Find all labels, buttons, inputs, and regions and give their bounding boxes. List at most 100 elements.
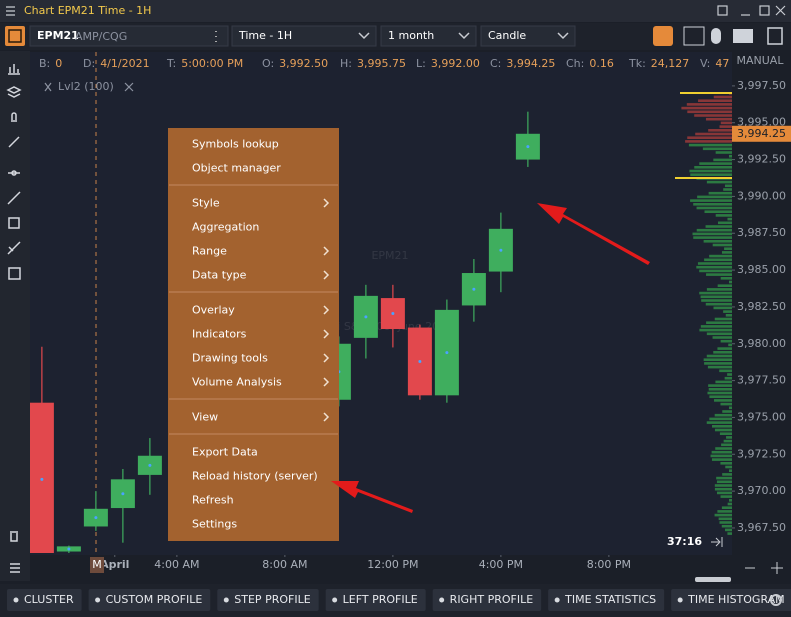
tab-button[interactable] bbox=[325, 589, 426, 611]
x-tick-label: 12:00 PM bbox=[367, 558, 418, 571]
submenu-arrow bbox=[323, 246, 330, 256]
candle-dot bbox=[391, 312, 395, 316]
tab-button[interactable] bbox=[88, 589, 211, 611]
y-tick-label: 3,982.50 bbox=[737, 300, 786, 313]
profile-bar bbox=[713, 306, 732, 310]
y-tick-label: 3,970.00 bbox=[737, 484, 786, 497]
submenu-arrow bbox=[323, 198, 330, 208]
profile-bar bbox=[729, 499, 732, 502]
profile-bar bbox=[720, 462, 732, 465]
profile-bar bbox=[699, 269, 732, 273]
tab-dot bbox=[677, 597, 683, 603]
scrollbar[interactable] bbox=[695, 577, 731, 582]
dropdown[interactable] bbox=[231, 25, 377, 47]
tab-dot bbox=[95, 597, 101, 603]
tab-dot bbox=[554, 597, 560, 603]
profile-bar bbox=[696, 228, 732, 232]
profile-bar bbox=[714, 484, 732, 487]
window-title: Chart EPM21 Time - 1H bbox=[24, 4, 151, 17]
profile-bar bbox=[703, 358, 732, 361]
profile-bar bbox=[706, 332, 732, 336]
profile-bar bbox=[700, 295, 732, 299]
profile-bar bbox=[717, 221, 732, 225]
profile-bar bbox=[714, 399, 732, 402]
profile-bar bbox=[720, 402, 732, 406]
volume-profile bbox=[681, 92, 732, 535]
profile-bar bbox=[714, 413, 732, 417]
dropdown[interactable] bbox=[380, 25, 477, 47]
tab-label: CUSTOM PROFILE bbox=[106, 593, 203, 606]
profile-bar bbox=[721, 251, 732, 254]
y-tick-label: 3,990.00 bbox=[737, 189, 786, 202]
candle-dot bbox=[418, 359, 422, 363]
menu-item[interactable]: Reload history (server) bbox=[192, 470, 318, 483]
menu-item[interactable]: Export Data bbox=[192, 446, 258, 459]
session-marker-box bbox=[90, 557, 104, 573]
profile-bar bbox=[715, 151, 732, 154]
profile-bar bbox=[704, 362, 732, 365]
profile-bar bbox=[720, 339, 732, 343]
menu-item[interactable]: Aggregation bbox=[192, 221, 259, 234]
profile-bar bbox=[719, 369, 732, 373]
tab-button[interactable] bbox=[7, 589, 82, 611]
axis-mode[interactable]: MANUAL bbox=[737, 54, 785, 67]
session-marker: M bbox=[92, 558, 102, 571]
menu-item[interactable]: Overlay bbox=[192, 304, 235, 317]
profile-bar bbox=[725, 314, 732, 317]
profile-bar bbox=[707, 391, 732, 395]
profile-bar bbox=[706, 321, 732, 324]
profile-bar bbox=[699, 291, 732, 295]
profile-bar bbox=[706, 354, 732, 358]
menu-item[interactable]: Indicators bbox=[192, 328, 247, 341]
profile-bar bbox=[712, 243, 732, 247]
menu-item[interactable]: View bbox=[192, 411, 218, 424]
menu-item[interactable]: Settings bbox=[192, 518, 237, 531]
menu-item[interactable]: Volume Analysis bbox=[192, 376, 282, 389]
last-price-box bbox=[732, 125, 791, 142]
title-icons bbox=[6, 5, 786, 16]
overlay-icons[interactable] bbox=[44, 82, 134, 92]
profile-bar bbox=[718, 517, 732, 521]
candle-dot bbox=[472, 287, 476, 291]
menu-item[interactable]: Drawing tools bbox=[192, 352, 268, 365]
profile-bar bbox=[707, 365, 732, 369]
scroll-end-icon[interactable] bbox=[711, 537, 723, 547]
panel-button[interactable] bbox=[5, 26, 25, 46]
tab-dot bbox=[13, 597, 19, 603]
profile-bar bbox=[706, 180, 732, 184]
menu-item[interactable]: Data type bbox=[192, 269, 247, 282]
tab-label: CLUSTER bbox=[24, 593, 74, 606]
profile-bar bbox=[722, 410, 732, 413]
menu-item[interactable]: Object manager bbox=[192, 162, 281, 175]
profile-bar bbox=[714, 487, 732, 491]
profile-bar bbox=[719, 521, 732, 524]
profile-bar bbox=[721, 524, 732, 528]
symbol-box[interactable] bbox=[29, 25, 229, 47]
profile-bar bbox=[686, 103, 732, 106]
tab-button[interactable] bbox=[548, 589, 665, 611]
profile-bar bbox=[717, 284, 732, 287]
dropdown[interactable] bbox=[480, 25, 576, 47]
tab-button[interactable] bbox=[432, 589, 542, 611]
last-price-label: 3,994.25 bbox=[737, 127, 786, 140]
menu-item[interactable]: Range bbox=[192, 245, 227, 258]
info-bar: B: 0 D: 4/1/2021 T: 5:00:00 PM O: 3,992.50 H: 3,9… bbox=[39, 57, 729, 70]
settings-icon[interactable] bbox=[770, 594, 782, 606]
sidebar-icons bbox=[6, 64, 22, 573]
profile-bar bbox=[723, 439, 732, 443]
info-label: Tk: bbox=[628, 57, 646, 70]
menu-item[interactable]: Refresh bbox=[192, 494, 234, 507]
profile-bar bbox=[714, 513, 732, 517]
zoom-icons[interactable] bbox=[745, 562, 783, 574]
dropdown-chevron bbox=[458, 32, 470, 40]
tab-button[interactable] bbox=[217, 589, 319, 611]
profile-bar bbox=[706, 273, 732, 276]
info-label: L: bbox=[416, 57, 426, 70]
profile-bar bbox=[729, 154, 732, 158]
tab-label: TIME STATISTICS bbox=[564, 593, 656, 606]
profile-bar bbox=[709, 417, 732, 421]
menu-item[interactable]: Symbols lookup bbox=[192, 138, 279, 151]
info-label: C: bbox=[490, 57, 501, 70]
menu-item[interactable]: Style bbox=[192, 197, 220, 210]
tab-button[interactable] bbox=[671, 589, 791, 611]
